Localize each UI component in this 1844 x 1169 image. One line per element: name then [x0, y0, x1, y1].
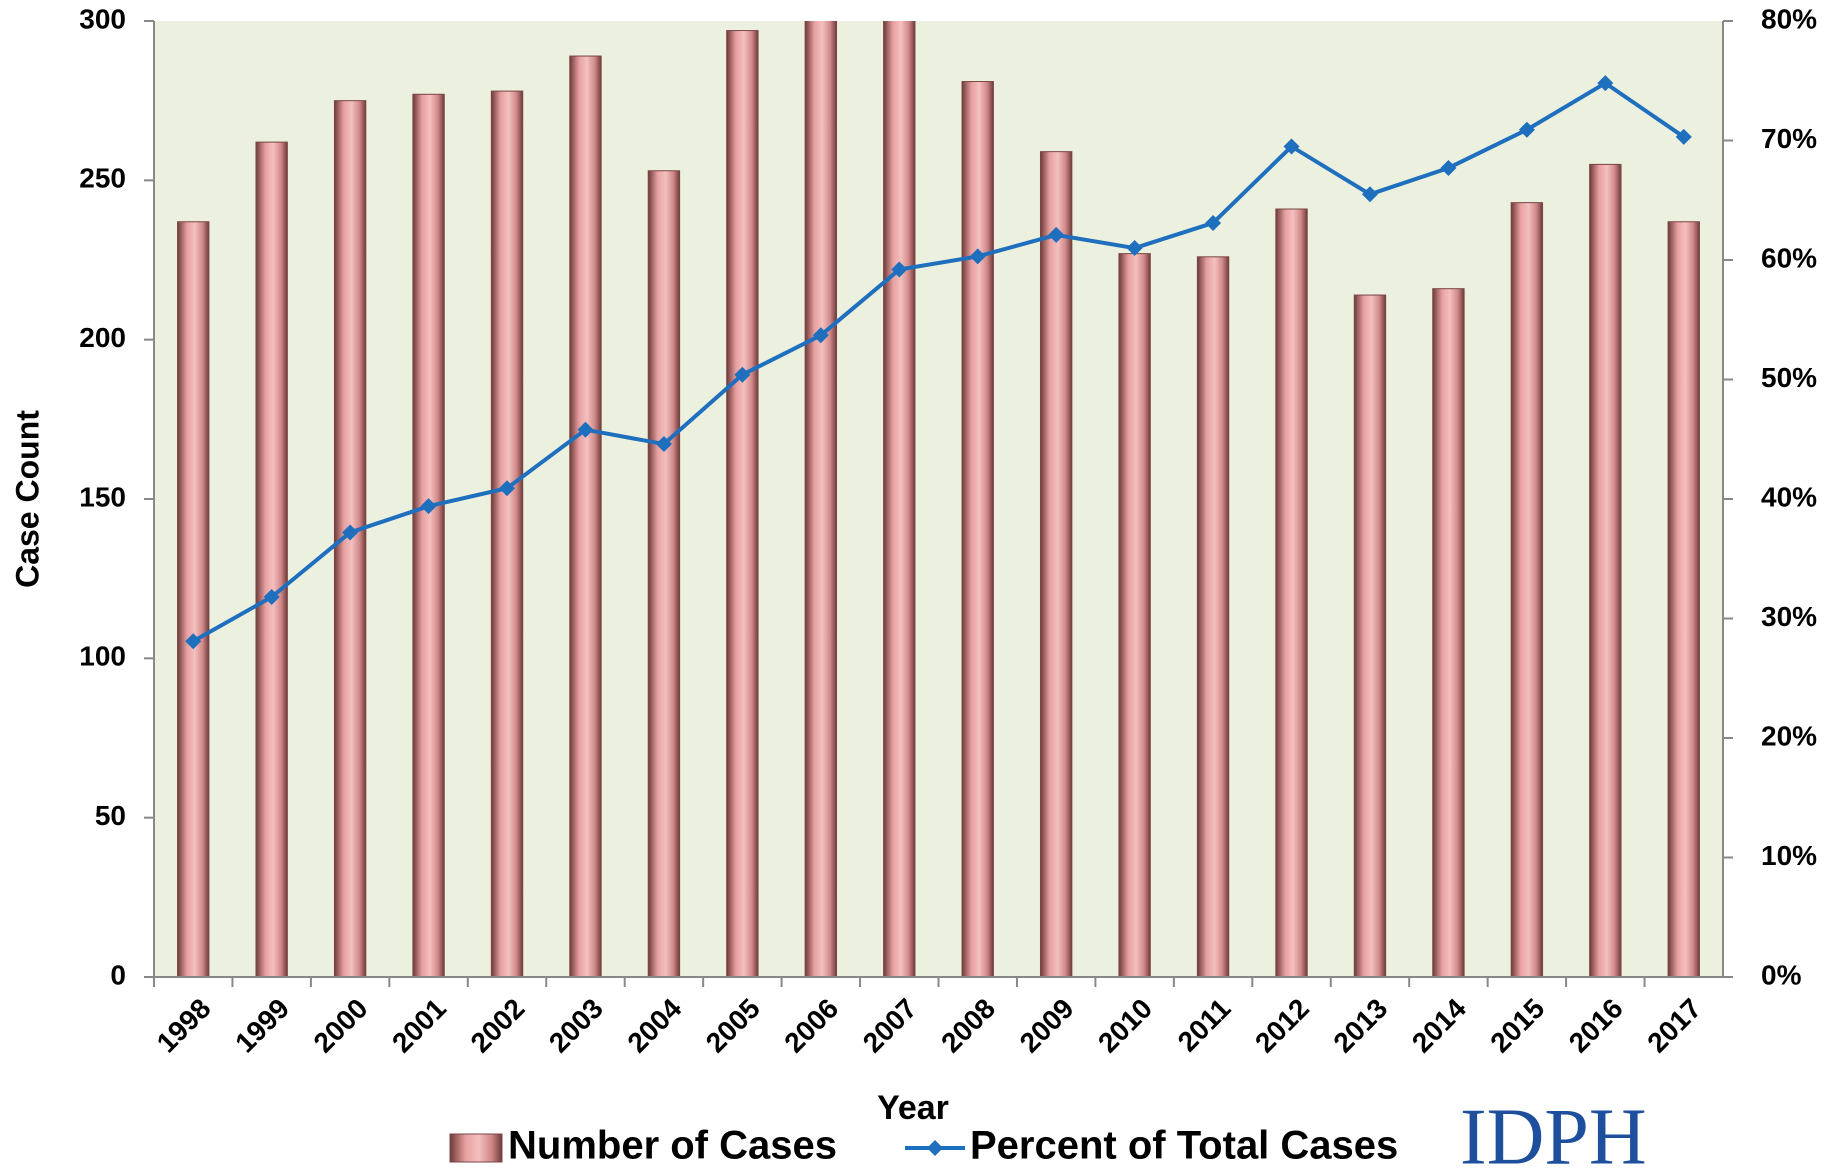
y-axis-title: Case Count: [9, 410, 45, 588]
x-tick-label: 2002: [465, 993, 531, 1059]
x-tick-label: 2003: [543, 993, 609, 1059]
x-tick-label: 2008: [935, 993, 1001, 1059]
bar: [1353, 294, 1387, 977]
x-tick-label: 2005: [700, 993, 766, 1059]
legend-swatch: [449, 1133, 503, 1163]
x-tick-label: 2004: [621, 992, 687, 1058]
x-tick-label: 2012: [1249, 993, 1315, 1059]
marker: [891, 261, 908, 278]
x-tick-label: 2010: [1092, 993, 1158, 1059]
x-tick-label: 2000: [308, 993, 374, 1059]
y-tick-label: 200: [79, 322, 126, 353]
y2-tick-label: 40%: [1761, 481, 1817, 512]
bar: [1039, 151, 1073, 977]
y2-tick-label: 10%: [1761, 840, 1817, 871]
marker: [1361, 186, 1378, 203]
bar: [1589, 163, 1622, 977]
x-tick-label: 2015: [1484, 993, 1550, 1059]
bar: [961, 81, 994, 977]
marker: [342, 524, 359, 541]
y2-tick-label: 50%: [1761, 362, 1817, 393]
marker: [577, 421, 594, 438]
bar: [1275, 208, 1308, 977]
bar: [1432, 288, 1465, 977]
marker: [1126, 240, 1143, 257]
legend-marker: [927, 1140, 943, 1156]
bar: [647, 170, 681, 977]
marker: [734, 366, 751, 383]
legend-label: Percent of Total Cases: [970, 1124, 1398, 1168]
plot-area: [154, 21, 1723, 977]
x-tick-label: 2001: [386, 993, 452, 1059]
x-tick-label: 2017: [1641, 993, 1707, 1059]
y2-tick-label: 60%: [1761, 242, 1817, 273]
legend-label: Number of Cases: [508, 1124, 837, 1168]
marker: [969, 248, 986, 265]
y2-tick-label: 0%: [1761, 959, 1802, 990]
bar: [1196, 256, 1230, 977]
x-tick-label: 2007: [857, 993, 923, 1059]
marker: [1205, 214, 1222, 231]
bar: [726, 30, 759, 977]
marker: [1440, 159, 1457, 176]
marker: [655, 436, 672, 453]
x-tick-label: 2016: [1563, 993, 1629, 1059]
y-tick-label: 300: [79, 3, 126, 34]
y-tick-label: 250: [79, 163, 126, 194]
y2-tick-label: 30%: [1761, 601, 1817, 632]
bar: [883, 21, 916, 977]
y2-tick-label: 70%: [1761, 123, 1817, 154]
bar: [412, 93, 445, 977]
bar: [255, 141, 288, 977]
marker: [1048, 226, 1065, 243]
bar: [177, 221, 210, 977]
y-tick-label: 0: [110, 959, 126, 990]
marker: [1283, 138, 1300, 155]
x-tick-label: 2014: [1406, 992, 1472, 1058]
y2-tick-label: 80%: [1761, 3, 1817, 34]
y2-tick-label: 20%: [1761, 720, 1817, 751]
x-axis-title: Year: [877, 1089, 949, 1127]
bar: [1118, 253, 1151, 977]
logo: IDPH: [1460, 1093, 1647, 1169]
y-tick-label: 150: [79, 481, 126, 512]
bar: [1510, 202, 1544, 977]
bar: [804, 21, 838, 977]
marker: [1597, 75, 1614, 92]
bar: [1667, 221, 1700, 977]
x-tick-label: 2009: [1014, 993, 1080, 1059]
marker: [1675, 128, 1692, 145]
bar: [490, 90, 524, 977]
x-tick-label: 1998: [151, 993, 217, 1059]
y-tick-label: 50: [95, 800, 126, 831]
marker: [499, 480, 516, 497]
marker: [263, 588, 280, 605]
marker: [812, 327, 829, 344]
bar: [569, 55, 602, 977]
x-tick-label: 2011: [1172, 993, 1237, 1058]
x-tick-label: 2006: [778, 993, 844, 1059]
marker: [1518, 121, 1535, 138]
x-tick-label: 2013: [1327, 993, 1393, 1059]
y-tick-label: 100: [79, 641, 126, 672]
marker: [185, 633, 202, 650]
marker: [420, 498, 437, 515]
line: [192, 80, 1685, 643]
x-tick-label: 1999: [229, 993, 295, 1059]
